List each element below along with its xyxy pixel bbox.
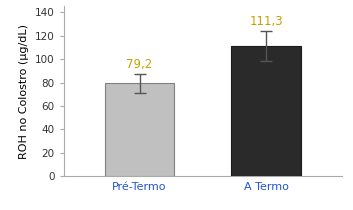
Text: 79,2: 79,2	[126, 58, 153, 71]
Y-axis label: ROH no Colostro (μg/dL): ROH no Colostro (μg/dL)	[19, 24, 29, 159]
Bar	[105, 84, 174, 176]
Bar	[232, 46, 301, 176]
Text: 111,3: 111,3	[250, 15, 283, 28]
